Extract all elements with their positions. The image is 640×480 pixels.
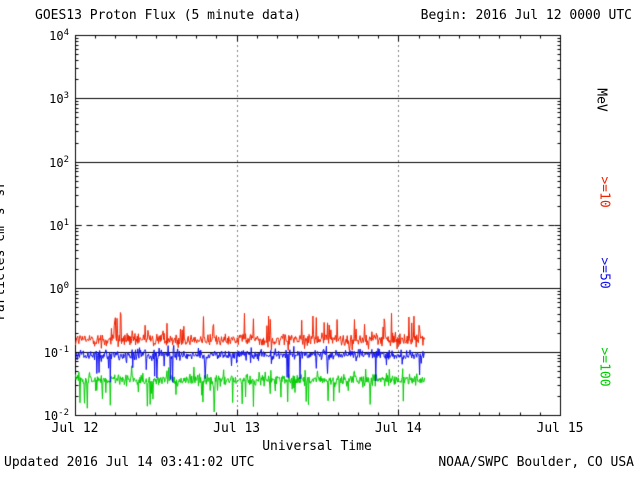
y-axis-label: Particles cm-2s-1sr-1 [0,0,8,320]
y-axis-label-text: Particles cm [0,226,9,320]
chart-title: GOES13 Proton Flux (5 minute data) [35,8,302,23]
legend-ge50-label: >=50 [596,257,612,289]
right-axis-unit-label: MeV [593,88,609,112]
y-axis-label-text: s [0,207,8,215]
legend-ge10-label: >=10 [596,176,612,208]
y-axis-label-text: sr [0,180,9,197]
updated-timestamp: Updated 2016 Jul 14 03:41:02 UTC [4,455,255,470]
begin-timestamp: Begin: 2016 Jul 12 0000 UTC [420,8,632,23]
source-attribution: NOAA/SWPC Boulder, CO USA [438,455,634,470]
x-axis-label: Universal Time [262,439,372,454]
y-axis-label-exponent: -1 [0,197,2,208]
y-axis-label-exponent: -2 [0,215,2,226]
legend-ge100-label: >=100 [596,347,612,387]
y-axis-label-exponent: -1 [0,170,2,181]
